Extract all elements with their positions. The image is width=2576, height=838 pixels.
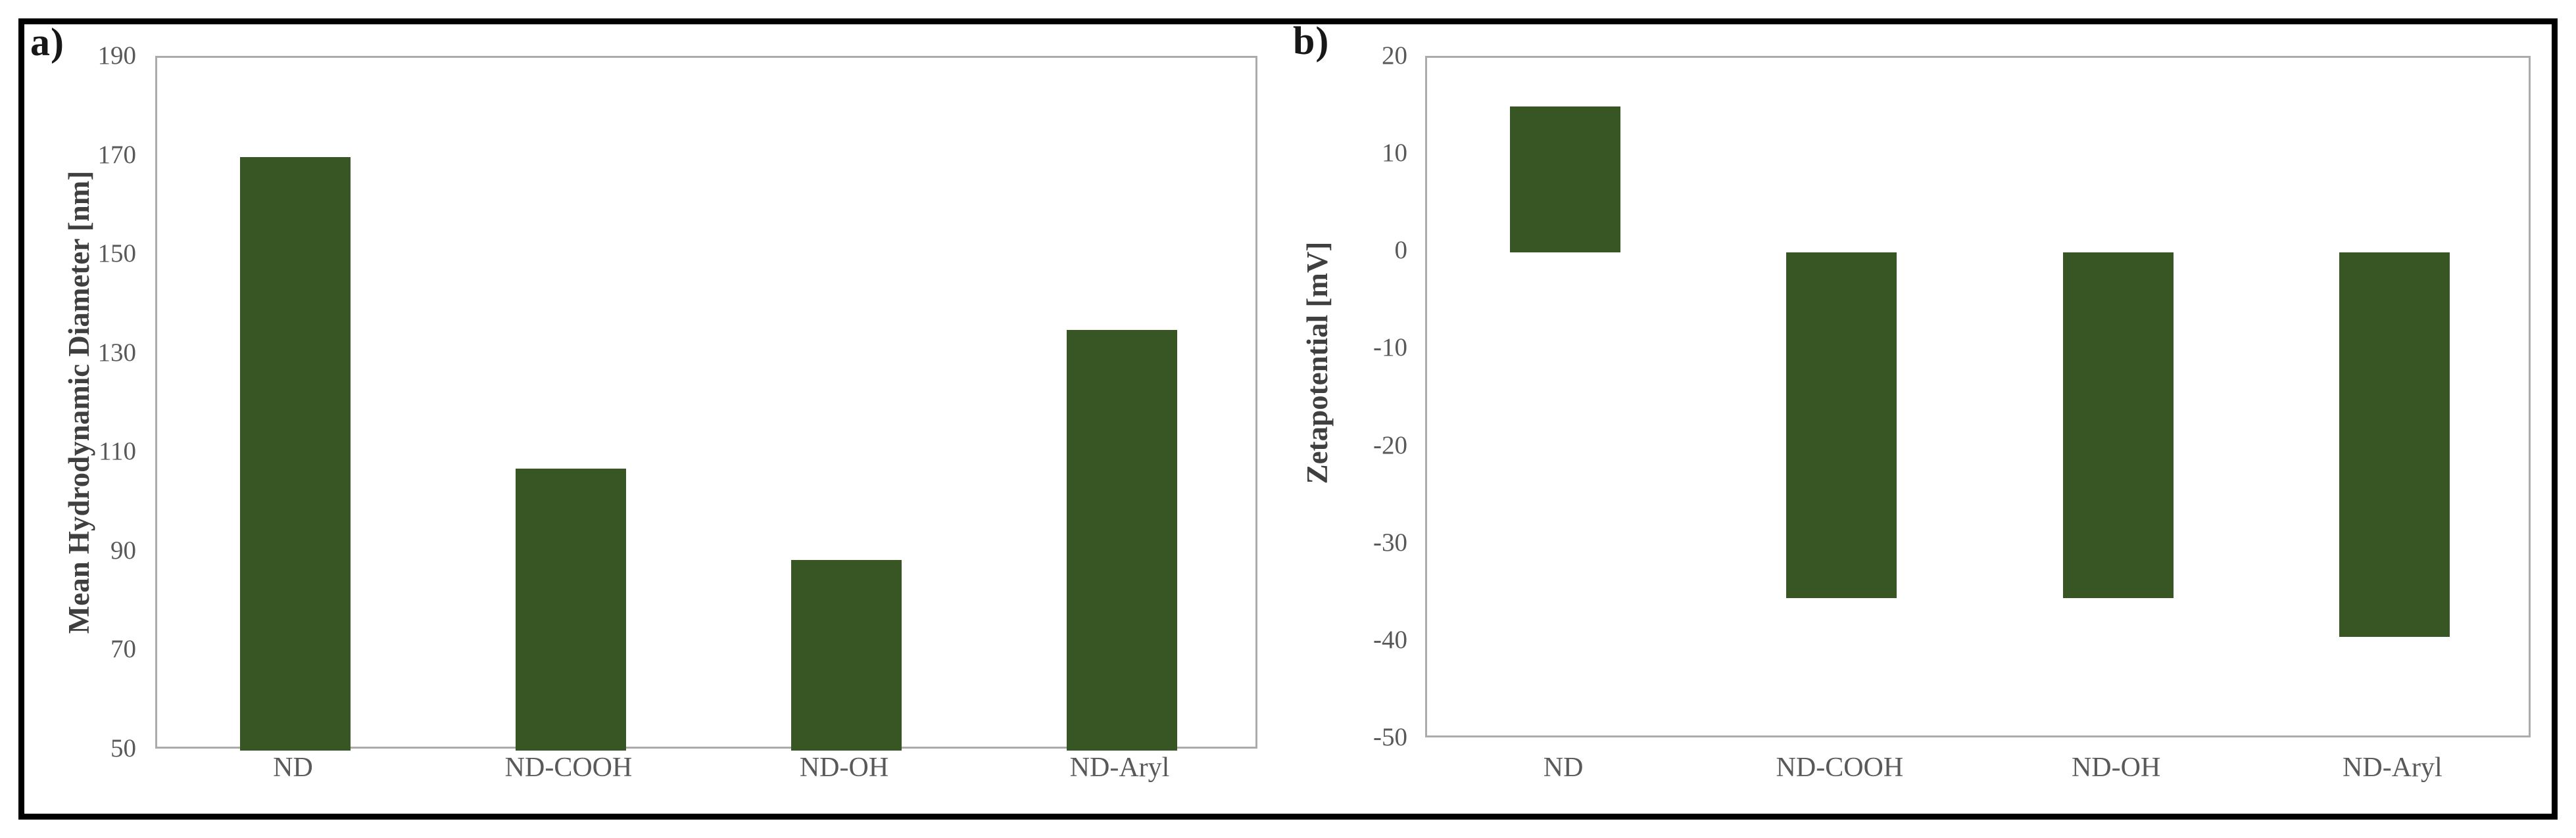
y-tick-label: 190 — [97, 41, 137, 70]
y-tick-label: 150 — [97, 239, 137, 268]
x-category-label: ND-COOH — [1776, 753, 1904, 783]
bar-ND-OH — [790, 560, 902, 751]
y-tick-label: -30 — [1373, 528, 1407, 557]
panel-a-plot-area — [155, 56, 1257, 751]
bar-ND — [1510, 106, 1621, 253]
y-tick-label: 130 — [97, 338, 137, 367]
panel-b-plot-area — [1425, 56, 2531, 737]
y-tick-label: -40 — [1373, 625, 1407, 654]
y-tick-label: 170 — [97, 140, 137, 169]
bar-ND — [239, 156, 351, 751]
y-tick-label: 90 — [110, 536, 136, 565]
x-category-label: ND-Aryl — [2343, 753, 2442, 783]
y-tick-label: -50 — [1373, 723, 1407, 751]
y-tick-label: 0 — [1394, 236, 1408, 265]
y-tick-label: -10 — [1373, 333, 1407, 362]
bar-ND-COOH — [1786, 252, 1897, 599]
x-category-label: ND-OH — [799, 753, 889, 783]
panel-b-label: b) — [1293, 19, 1330, 62]
y-tick-label: -20 — [1373, 431, 1407, 459]
bar-ND-Aryl — [1066, 330, 1177, 751]
bar-ND-Aryl — [2339, 252, 2450, 638]
y-tick-label: 20 — [1382, 41, 1407, 70]
x-category-label: ND-OH — [2071, 753, 2161, 783]
figure-border — [18, 18, 2558, 820]
bar-ND-OH — [2062, 252, 2174, 599]
y-tick-label: 70 — [110, 635, 136, 664]
x-category-label: ND-Aryl — [1069, 753, 1170, 783]
x-category-label: ND — [1543, 753, 1584, 783]
bar-ND-COOH — [515, 468, 626, 751]
y-tick-label: 50 — [110, 734, 136, 762]
y-tick-label: 10 — [1382, 139, 1407, 168]
panel-a-label: a) — [30, 20, 64, 64]
y-tick-label: 110 — [98, 437, 136, 466]
x-category-label: ND-COOH — [504, 753, 633, 783]
x-category-label: ND — [273, 753, 313, 783]
